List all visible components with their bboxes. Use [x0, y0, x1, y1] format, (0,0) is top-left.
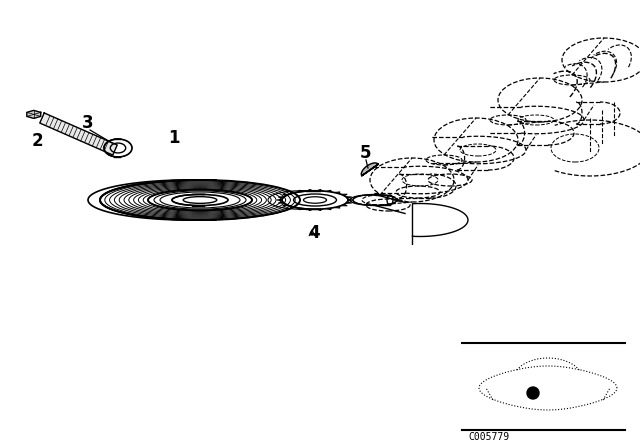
- Text: 1: 1: [168, 129, 179, 147]
- Text: 5: 5: [360, 144, 371, 162]
- Text: C005779: C005779: [468, 432, 509, 442]
- Text: 3: 3: [82, 114, 93, 132]
- Polygon shape: [27, 110, 41, 118]
- Polygon shape: [40, 113, 117, 155]
- Polygon shape: [362, 163, 378, 176]
- Text: 2: 2: [32, 132, 44, 150]
- Circle shape: [527, 387, 539, 399]
- Text: 4: 4: [308, 224, 319, 242]
